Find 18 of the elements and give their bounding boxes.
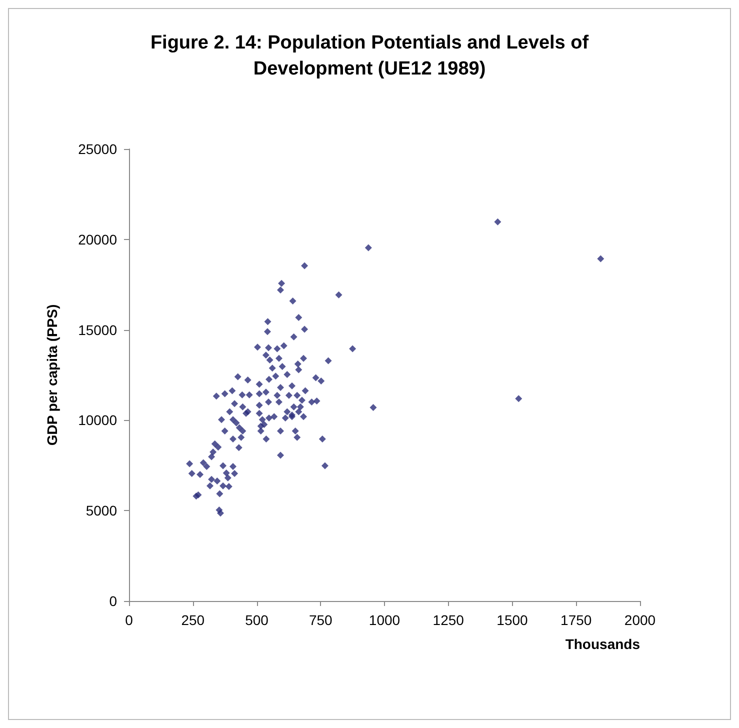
y-axis-title: GDP per capita (PPS) bbox=[44, 304, 60, 446]
y-tick-label: 25000 bbox=[78, 141, 118, 157]
chart-title: Figure 2. 14: Population Potentials and Levels of Development (UE12 1989) bbox=[150, 32, 590, 80]
x-tick-label: 750 bbox=[308, 612, 333, 628]
x-tick-label: 1000 bbox=[368, 612, 400, 628]
x-tick-label: 1500 bbox=[496, 612, 528, 628]
y-tick-label: 20000 bbox=[78, 231, 118, 248]
x-tick-label: 500 bbox=[245, 612, 269, 628]
y-tick-label: 10000 bbox=[78, 412, 118, 428]
x-tick-label: 0 bbox=[125, 612, 134, 628]
x-tick-label: 2000 bbox=[624, 612, 656, 628]
x-tick-label: 1250 bbox=[432, 612, 464, 628]
y-tick-label: 0 bbox=[109, 593, 118, 609]
x-tick-label: 250 bbox=[181, 612, 205, 628]
x-tick-label: 1750 bbox=[560, 612, 592, 628]
y-tick-label: 15000 bbox=[78, 322, 118, 338]
x-axis-title: Thousands bbox=[565, 636, 640, 652]
y-tick-label: 5000 bbox=[86, 502, 118, 519]
